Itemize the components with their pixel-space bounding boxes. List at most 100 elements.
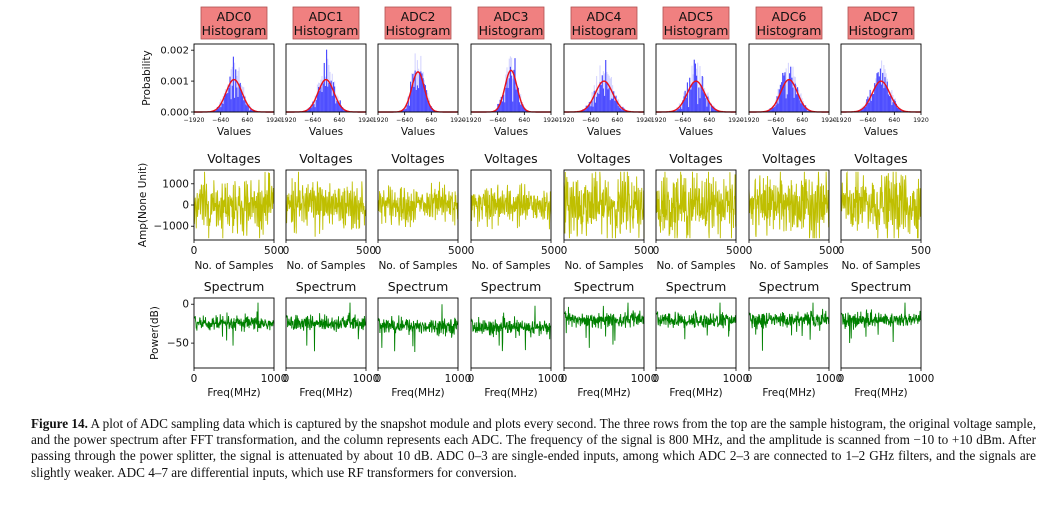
histogram-bar bbox=[609, 100, 611, 112]
histogram-bar bbox=[613, 91, 615, 112]
voltage-xtick-label: 500 bbox=[819, 245, 839, 257]
histogram-title-adc: ADC3 bbox=[494, 9, 529, 24]
spectrum-xlabel: Freq(MHz) bbox=[577, 387, 630, 399]
histogram-bar bbox=[871, 94, 873, 112]
histogram-xlabel: Values bbox=[587, 126, 621, 138]
histogram-bar bbox=[312, 101, 314, 112]
spectrum-xtick-label: 0 bbox=[561, 373, 568, 385]
histogram-ytick-label: 0.001 bbox=[160, 77, 189, 88]
histogram-bar bbox=[621, 109, 623, 112]
histogram-title-box bbox=[570, 6, 638, 40]
histogram-bar bbox=[798, 95, 800, 112]
histogram-bar bbox=[410, 81, 412, 112]
spectrum-axes-frame bbox=[193, 297, 275, 369]
histogram-bar bbox=[222, 103, 224, 112]
histogram-bar bbox=[702, 92, 704, 112]
spectrum-xtick-label: 1000 bbox=[631, 373, 658, 385]
histogram-bar bbox=[429, 105, 431, 112]
histogram-bar bbox=[424, 85, 426, 112]
histogram-bar bbox=[232, 56, 234, 112]
histogram-bar bbox=[714, 109, 716, 112]
histogram-xtick-label: −1920 bbox=[461, 117, 482, 124]
histogram-bar bbox=[893, 99, 895, 112]
histogram-bar bbox=[246, 105, 248, 112]
histogram-bar bbox=[688, 91, 690, 112]
spectrum-axes-frame bbox=[563, 297, 645, 369]
histogram-bar bbox=[343, 110, 345, 112]
histogram-bar bbox=[337, 101, 339, 112]
caption-label: Figure 14. bbox=[31, 416, 88, 431]
spectrum-axes-frame bbox=[840, 297, 922, 369]
histogram-bar bbox=[805, 105, 807, 112]
histogram-xtick-label: −640 bbox=[212, 117, 229, 124]
histogram-bar bbox=[617, 99, 619, 112]
voltage-xlabel: No. of Samples bbox=[286, 260, 365, 272]
spectrum-trace bbox=[470, 305, 552, 352]
histogram-title-box bbox=[755, 6, 823, 40]
histogram-bar bbox=[704, 93, 706, 112]
spectrum-xlabel: Freq(MHz) bbox=[669, 387, 722, 399]
spectrum-title: Spectrum bbox=[388, 279, 449, 294]
voltage-axes-frame bbox=[840, 169, 922, 241]
histogram-bar bbox=[863, 107, 865, 112]
spectrum-ytick-label: 0 bbox=[182, 299, 189, 311]
voltage-trace bbox=[285, 171, 367, 237]
voltage-title: Voltages bbox=[762, 151, 815, 166]
histogram-title-box bbox=[384, 6, 452, 40]
histogram-bar bbox=[894, 101, 896, 112]
histogram-title-adc: ADC4 bbox=[587, 9, 622, 24]
histogram-bar bbox=[504, 102, 506, 112]
histogram-title-box bbox=[847, 6, 915, 40]
histogram-xtick-label: −1920 bbox=[646, 117, 667, 124]
histogram-bar bbox=[710, 104, 712, 112]
histogram-xtick-label: 1920 bbox=[543, 117, 559, 124]
histogram-title-word: Histogram bbox=[849, 23, 914, 38]
histogram-xtick-label: −640 bbox=[489, 117, 506, 124]
histogram-bar bbox=[877, 72, 879, 112]
histogram-title-box bbox=[200, 6, 268, 40]
histogram-xtick-label: 1920 bbox=[913, 117, 929, 124]
voltage-ylabel: Amp(None Unit) bbox=[137, 163, 149, 247]
histogram-ytick-label: 0.002 bbox=[160, 46, 189, 57]
histogram-bar bbox=[428, 100, 430, 112]
histogram-title-adc: ADC7 bbox=[864, 9, 899, 24]
histogram-bar bbox=[882, 72, 884, 112]
histogram-bar bbox=[873, 93, 875, 112]
histogram-xtick-label: 1920 bbox=[266, 117, 282, 124]
histogram-bar bbox=[407, 97, 409, 112]
histogram-title-word: Histogram bbox=[572, 23, 637, 38]
histogram-bar bbox=[884, 77, 886, 112]
histogram-bar bbox=[243, 100, 245, 112]
histogram-bar bbox=[781, 82, 783, 112]
histogram-bar bbox=[676, 109, 678, 112]
histogram-xtick-label: 640 bbox=[518, 117, 530, 124]
histogram-bar bbox=[868, 102, 870, 112]
histogram-bar bbox=[874, 83, 876, 112]
voltage-xlabel: No. of Samples bbox=[378, 260, 457, 272]
histogram-bar bbox=[677, 109, 679, 112]
histogram-bar bbox=[221, 102, 223, 112]
histogram-bar bbox=[784, 72, 786, 112]
histogram-ylabel: Probability bbox=[141, 50, 153, 106]
spectrum-xtick-label: 1000 bbox=[816, 373, 843, 385]
histogram-xtick-label: 640 bbox=[796, 117, 808, 124]
histogram-xlabel: Values bbox=[494, 126, 528, 138]
histogram-bar bbox=[406, 105, 408, 112]
histogram-title-word: Histogram bbox=[386, 23, 451, 38]
histogram-bar bbox=[774, 106, 776, 112]
histogram-bar bbox=[620, 104, 622, 112]
histogram-bar bbox=[240, 91, 242, 112]
histogram-bar bbox=[512, 101, 514, 112]
histogram-bar bbox=[496, 109, 498, 112]
histogram-title-box bbox=[477, 6, 545, 40]
histogram-bar bbox=[219, 105, 221, 112]
histogram-bar bbox=[612, 98, 614, 112]
histogram-xtick-label: 640 bbox=[425, 117, 437, 124]
histogram-axes-frame bbox=[470, 43, 552, 113]
histogram-xtick-label: 1920 bbox=[821, 117, 837, 124]
histogram-bar bbox=[891, 89, 893, 112]
